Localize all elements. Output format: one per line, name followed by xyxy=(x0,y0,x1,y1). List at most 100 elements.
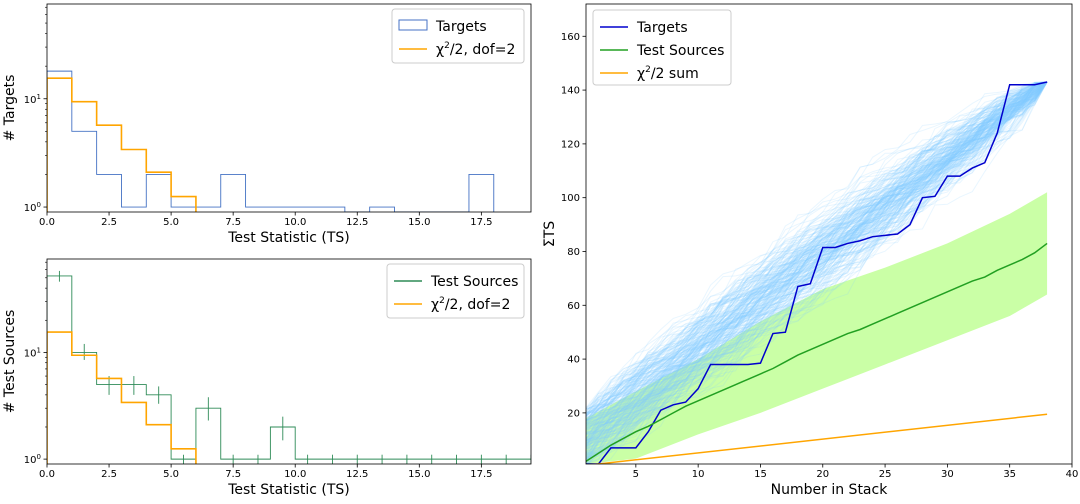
bootstrap-line xyxy=(586,81,1048,417)
top-left-legend-swatch xyxy=(398,19,428,31)
right-series-1 xyxy=(586,242,1048,462)
bootstrap-line xyxy=(586,81,1048,425)
right-plot-area xyxy=(586,81,1048,464)
bottom-left-series-0 xyxy=(47,275,531,464)
bottom-left-xtick-label: 0.0 xyxy=(39,469,55,480)
top-left-series-0 xyxy=(47,70,495,212)
bootstrap-line xyxy=(586,81,1048,444)
bootstrap-line xyxy=(586,81,1048,447)
bottom-left-legend-label: Test Sources xyxy=(430,274,518,290)
bootstrap-line xyxy=(586,81,1048,416)
bootstrap-line xyxy=(586,81,1048,443)
bootstrap-line xyxy=(586,81,1048,415)
top-left-ytick-label: 100 xyxy=(24,201,41,214)
bootstrap-line xyxy=(586,81,1048,461)
bootstrap-line xyxy=(586,81,1048,463)
bootstrap-line xyxy=(586,81,1048,422)
top-left-xtick-label: 12.5 xyxy=(346,217,368,228)
bootstrap-line xyxy=(586,81,1048,409)
bootstrap-line xyxy=(586,81,1048,425)
bootstrap-line xyxy=(586,81,1048,425)
bootstrap-line xyxy=(586,81,1048,436)
bottom-left-ylabel: # Test Sources xyxy=(2,310,18,414)
bootstrap-line xyxy=(586,81,1048,434)
top-left-ytick-label: 101 xyxy=(24,93,41,106)
bottom-left-series-1 xyxy=(47,331,197,464)
top-left-series-1 xyxy=(47,77,197,212)
bootstrap-line xyxy=(586,81,1048,430)
bootstrap-line xyxy=(586,81,1048,444)
bootstrap-line xyxy=(586,81,1048,424)
bootstrap-line xyxy=(586,81,1048,442)
bootstrap-line xyxy=(586,81,1048,444)
bootstrap-line xyxy=(586,81,1048,464)
bootstrap-line xyxy=(586,81,1048,434)
bootstrap-line xyxy=(586,81,1048,435)
bootstrap-line xyxy=(586,81,1048,433)
bootstrap-line xyxy=(586,81,1048,408)
bootstrap-line xyxy=(586,81,1048,416)
bootstrap-line xyxy=(586,81,1048,455)
right-ytick-label: 40 xyxy=(567,355,580,366)
bootstrap-line xyxy=(586,81,1048,441)
bootstrap-line xyxy=(586,81,1048,413)
right-ytick-label: 20 xyxy=(567,408,580,419)
bootstrap-line xyxy=(586,81,1048,422)
bootstrap-line xyxy=(586,81,1048,463)
bootstrap-line xyxy=(586,81,1048,437)
bootstrap-line xyxy=(586,81,1048,425)
bootstrap-line xyxy=(586,81,1048,450)
bootstrap-line xyxy=(586,81,1048,444)
bootstrap-line xyxy=(586,81,1048,435)
right-xtick-label: 25 xyxy=(879,469,892,480)
bootstrap-line xyxy=(586,81,1048,434)
top-left-xtick-label: 7.5 xyxy=(225,217,241,228)
bootstrap-line xyxy=(586,81,1048,446)
bootstrap-line xyxy=(586,81,1048,460)
bootstrap-line xyxy=(586,81,1048,439)
bootstrap-line xyxy=(586,81,1048,459)
bottom-left-xtick-label: 10.0 xyxy=(284,469,306,480)
bootstrap-line xyxy=(586,81,1048,410)
bootstrap-line xyxy=(586,81,1048,435)
bootstrap-line xyxy=(586,81,1048,445)
bootstrap-line xyxy=(586,81,1048,450)
bootstrap-line xyxy=(586,81,1048,410)
bootstrap-line xyxy=(586,81,1048,435)
right-legend xyxy=(592,9,732,86)
bootstrap-line xyxy=(586,81,1048,455)
top-left-frame xyxy=(46,3,532,213)
bootstrap-line xyxy=(586,81,1048,452)
bootstrap-line xyxy=(586,81,1048,455)
bootstrap-line xyxy=(586,81,1048,460)
top-left-plot-area xyxy=(47,70,495,212)
bootstrap-line xyxy=(586,81,1048,428)
bootstrap-line xyxy=(586,81,1048,457)
bottom-left-xtick-label: 15.0 xyxy=(408,469,430,480)
bootstrap-line xyxy=(586,81,1048,427)
bootstrap-line xyxy=(586,81,1048,454)
bootstrap-line xyxy=(586,81,1048,441)
bootstrap-line xyxy=(586,81,1048,436)
bootstrap-line xyxy=(586,81,1048,421)
bootstrap-line xyxy=(586,81,1048,464)
bootstrap-line xyxy=(586,81,1048,425)
bootstrap-line xyxy=(586,81,1048,445)
right-xtick-label: 15 xyxy=(754,469,767,480)
bootstrap-line xyxy=(586,81,1048,427)
bootstrap-line xyxy=(586,81,1048,448)
bootstrap-line xyxy=(586,81,1048,414)
bootstrap-line xyxy=(586,81,1048,460)
top-left-xtick-label: 0.0 xyxy=(39,217,55,228)
bootstrap-line xyxy=(586,81,1048,416)
bootstrap-line xyxy=(586,81,1048,446)
bootstrap-line xyxy=(586,81,1048,421)
bootstrap-line xyxy=(586,81,1048,421)
bootstrap-line xyxy=(586,81,1048,421)
bootstrap-line xyxy=(586,81,1048,413)
bootstrap-line xyxy=(586,81,1048,459)
bottom-left-xtick-label: 5.0 xyxy=(163,469,179,480)
right-legend-label: Targets xyxy=(636,20,688,36)
bootstrap-line xyxy=(586,81,1048,418)
